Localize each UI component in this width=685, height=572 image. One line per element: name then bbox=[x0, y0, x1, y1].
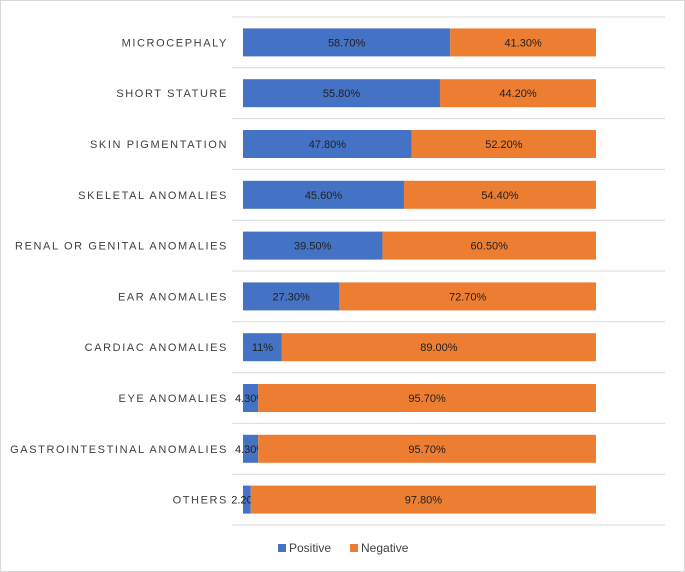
data-label-negative: 97.80% bbox=[405, 495, 443, 507]
bar-positive bbox=[243, 434, 259, 463]
bar-negative bbox=[411, 130, 596, 158]
bar-positive bbox=[243, 130, 412, 158]
bar-negative bbox=[439, 79, 596, 108]
data-label-negative: 44.20% bbox=[499, 88, 537, 100]
data-label-positive: 11% bbox=[252, 342, 273, 354]
bar-positive bbox=[243, 384, 259, 412]
category-label: SHORT STATURE bbox=[116, 88, 228, 100]
bar-positive bbox=[243, 282, 340, 311]
data-label-negative: 60.50% bbox=[471, 241, 509, 253]
bar-positive bbox=[243, 79, 440, 108]
category-label: SKELETAL ANOMALIES bbox=[78, 190, 228, 202]
data-label-negative: 52.20% bbox=[485, 139, 523, 151]
bar-negative bbox=[281, 333, 596, 362]
bar-positive bbox=[243, 231, 383, 260]
data-label-positive: 55.80% bbox=[323, 88, 361, 100]
category-label: EYE ANOMALIES bbox=[119, 393, 228, 405]
bar-positive bbox=[243, 333, 282, 362]
category-label: OTHERS bbox=[173, 495, 228, 507]
category-label: RENAL OR GENITAL ANOMALIES bbox=[15, 241, 228, 253]
legend-swatch-positive bbox=[278, 544, 286, 552]
category-label: CARDIAC ANOMALIES bbox=[85, 342, 228, 354]
category-label: MICROCEPHALY bbox=[122, 37, 228, 49]
bar-positive bbox=[243, 180, 404, 209]
legend-label-positive: Positive bbox=[289, 541, 331, 555]
bar-negative bbox=[258, 434, 596, 463]
category-label: EAR ANOMALIES bbox=[118, 291, 228, 303]
bar-negative bbox=[339, 282, 596, 311]
data-label-positive: 27.30% bbox=[273, 291, 311, 303]
bar-positive bbox=[243, 485, 251, 514]
data-label-negative: 72.70% bbox=[449, 291, 487, 303]
bar-negative bbox=[250, 485, 597, 514]
data-label-positive: 39.50% bbox=[294, 241, 332, 253]
data-label-negative: 89.00% bbox=[420, 342, 458, 354]
data-label-negative: 95.70% bbox=[408, 393, 446, 405]
data-label-negative: 54.40% bbox=[481, 190, 519, 202]
bar-negative bbox=[258, 384, 596, 412]
bar-positive bbox=[243, 28, 451, 57]
data-label-positive: 45.60% bbox=[305, 190, 343, 202]
category-label: GASTROINTESTINAL ANOMALIES bbox=[10, 444, 228, 456]
legend-swatch-negative bbox=[350, 544, 358, 552]
bar-negative bbox=[403, 180, 596, 209]
data-label-positive: 58.70% bbox=[328, 37, 366, 49]
category-label: SKIN PIGMENTATION bbox=[90, 139, 228, 151]
bar-negative bbox=[382, 231, 596, 260]
legend-label-negative: Negative bbox=[361, 541, 409, 555]
data-label-negative: 95.70% bbox=[408, 444, 446, 456]
data-label-positive: 47.80% bbox=[309, 139, 347, 151]
data-label-negative: 41.30% bbox=[504, 37, 542, 49]
bar-negative bbox=[450, 28, 596, 57]
